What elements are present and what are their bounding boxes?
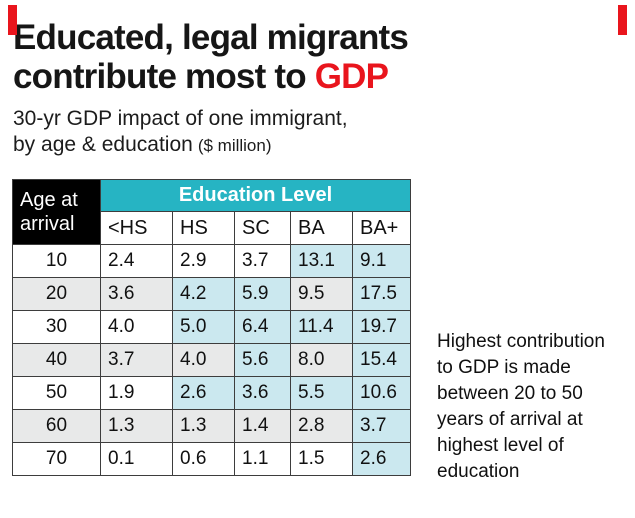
value-cell: 1.1	[234, 442, 291, 476]
table-corner-header: Age at arrival	[12, 179, 101, 245]
value-cell: 4.0	[100, 310, 173, 344]
table-row: 10 2.4 2.9 3.7 13.1 9.1	[12, 244, 411, 278]
value-cell: 2.6	[172, 376, 235, 410]
subtitle-line1: 30-yr GDP impact of one immigrant,	[13, 107, 348, 130]
value-cell: 13.1	[290, 244, 353, 278]
value-cell: 2.4	[100, 244, 173, 278]
value-cell: 2.9	[172, 244, 235, 278]
value-cell: 0.6	[172, 442, 235, 476]
gdp-highlight: GDP	[314, 57, 389, 96]
value-cell: 8.0	[290, 343, 353, 377]
age-cell: 60	[12, 409, 101, 443]
age-cell: 10	[12, 244, 101, 278]
red-accent-right	[618, 5, 627, 35]
column-header: BA	[290, 211, 353, 245]
content-area: Age at arrival Education Level <HS HS SC…	[0, 159, 635, 485]
column-header: <HS	[100, 211, 173, 245]
value-cell: 17.5	[352, 277, 411, 311]
age-cell: 40	[12, 343, 101, 377]
value-cell: 4.2	[172, 277, 235, 311]
value-cell: 9.5	[290, 277, 353, 311]
subtitle-unit: ($ million)	[197, 136, 272, 155]
age-cell: 50	[12, 376, 101, 410]
value-cell: 2.6	[352, 442, 411, 476]
page-title-line2: contribute most to GDP	[13, 57, 635, 96]
table-row: 60 1.3 1.3 1.4 2.8 3.7	[12, 409, 411, 443]
table-row: 30 4.0 5.0 6.4 11.4 19.7	[12, 310, 411, 344]
value-cell: 1.4	[234, 409, 291, 443]
value-cell: 2.8	[290, 409, 353, 443]
value-cell: 5.0	[172, 310, 235, 344]
subtitle-line2: by age & education ($ million)	[13, 133, 272, 156]
age-cell: 30	[12, 310, 101, 344]
subtitle: 30-yr GDP impact of one immigrant, by ag…	[0, 96, 635, 159]
value-cell: 3.7	[100, 343, 173, 377]
value-cell: 10.6	[352, 376, 411, 410]
page-title-line1: Educated, legal migrants	[13, 18, 409, 57]
value-cell: 3.7	[234, 244, 291, 278]
age-cell: 20	[12, 277, 101, 311]
value-cell: 19.7	[352, 310, 411, 344]
value-cell: 3.7	[352, 409, 411, 443]
value-cell: 11.4	[290, 310, 353, 344]
red-accent-left	[8, 5, 17, 35]
column-header: HS	[172, 211, 235, 245]
value-cell: 6.4	[234, 310, 291, 344]
value-cell: 5.6	[234, 343, 291, 377]
column-header: BA+	[352, 211, 411, 245]
value-cell: 9.1	[352, 244, 411, 278]
age-cell: 70	[12, 442, 101, 476]
value-cell: 5.5	[290, 376, 353, 410]
page-title-line2-prefix: contribute most to	[13, 57, 315, 96]
data-table: Age at arrival Education Level <HS HS SC…	[12, 179, 411, 476]
table-row: 20 3.6 4.2 5.9 9.5 17.5	[12, 277, 411, 311]
column-header: SC	[234, 211, 291, 245]
column-header-row: <HS HS SC BA BA+	[13, 211, 411, 245]
value-cell: 3.6	[234, 376, 291, 410]
value-cell: 4.0	[172, 343, 235, 377]
note-text: Highest contribution to GDP is made betw…	[437, 331, 605, 482]
value-cell: 0.1	[100, 442, 173, 476]
value-cell: 1.3	[172, 409, 235, 443]
value-cell: 1.9	[100, 376, 173, 410]
page-title: Educated, legal migrants contribute most…	[0, 0, 635, 96]
value-cell: 5.9	[234, 277, 291, 311]
table-row: 70 0.1 0.6 1.1 1.5 2.6	[12, 442, 411, 476]
value-cell: 15.4	[352, 343, 411, 377]
table-row: 40 3.7 4.0 5.6 8.0 15.4	[12, 343, 411, 377]
education-level-header: Education Level	[100, 179, 411, 212]
value-cell: 1.5	[290, 442, 353, 476]
table-row: 50 1.9 2.6 3.6 5.5 10.6	[12, 376, 411, 410]
value-cell: 1.3	[100, 409, 173, 443]
value-cell: 3.6	[100, 277, 173, 311]
